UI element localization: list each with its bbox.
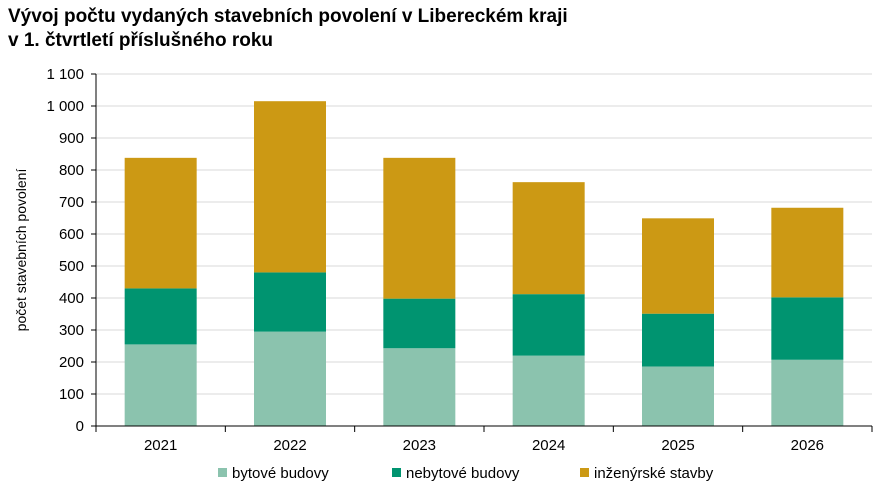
bar-segment	[771, 207, 844, 298]
axes	[91, 73, 873, 432]
bar-segment	[383, 298, 456, 349]
bar-segment	[512, 182, 585, 295]
x-tick-label: 2024	[532, 437, 565, 454]
bar-segment	[642, 366, 714, 426]
x-tick-label: 2023	[403, 437, 436, 454]
y-tick-label: 300	[59, 322, 84, 339]
bar-segment	[383, 157, 456, 299]
title-line-2: v 1. čtvrtletí příslušného roku	[8, 30, 274, 51]
legend-label: bytové budovy	[232, 465, 329, 482]
y-tick-label: 200	[59, 354, 84, 371]
bar-segment	[642, 313, 714, 367]
y-tick-label: 1 100	[46, 66, 84, 83]
bar-segment	[771, 359, 844, 426]
legend: bytové budovy nebytové budovy inženýrské s…	[218, 465, 714, 482]
legend-label: nebytové budovy	[406, 465, 520, 482]
bar-segment	[124, 288, 197, 345]
bars	[124, 101, 844, 426]
bar-segment	[512, 294, 585, 356]
y-tick-label: 1 000	[46, 98, 84, 115]
y-tick-label: 700	[59, 194, 84, 211]
bar-segment	[642, 218, 714, 314]
legend-swatch	[218, 468, 227, 477]
legend-swatch	[392, 468, 401, 477]
y-tick-label: 100	[59, 386, 84, 403]
bar-segment	[254, 101, 326, 273]
y-tick-label: 800	[59, 162, 84, 179]
y-tick-label: 600	[59, 226, 84, 243]
legend-swatch	[580, 468, 589, 477]
y-tick-label: 0	[76, 418, 84, 435]
title-line-1: Vývoj počtu vydaných stavebních povolení…	[8, 6, 568, 27]
x-tick-labels: 2021 2022 2023 2024 2025 2026	[144, 437, 824, 454]
bar-segment	[124, 157, 197, 289]
x-tick-label: 2026	[791, 437, 824, 454]
y-tick-labels: 0 100 200 300 400 500 600 700 800 900 1 000 1 100	[46, 66, 84, 435]
legend-label: inženýrské stavby	[594, 465, 714, 482]
bar-segment	[771, 297, 844, 360]
y-tick-label: 400	[59, 290, 84, 307]
gridlines	[96, 73, 872, 395]
y-axis-label: počet stavebních povolení	[13, 169, 29, 332]
chart-title: Vývoj počtu vydaných stavebních povolení…	[8, 5, 568, 53]
bar-segment	[512, 355, 585, 426]
bar-segment	[383, 348, 456, 426]
x-tick-label: 2022	[273, 437, 306, 454]
y-tick-label: 500	[59, 258, 84, 275]
y-tick-label: 900	[59, 130, 84, 147]
bar-segment	[124, 344, 197, 426]
bar-segment	[254, 331, 326, 426]
x-tick-label: 2021	[144, 437, 177, 454]
x-tick-label: 2025	[661, 437, 694, 454]
bar-segment	[254, 272, 326, 332]
